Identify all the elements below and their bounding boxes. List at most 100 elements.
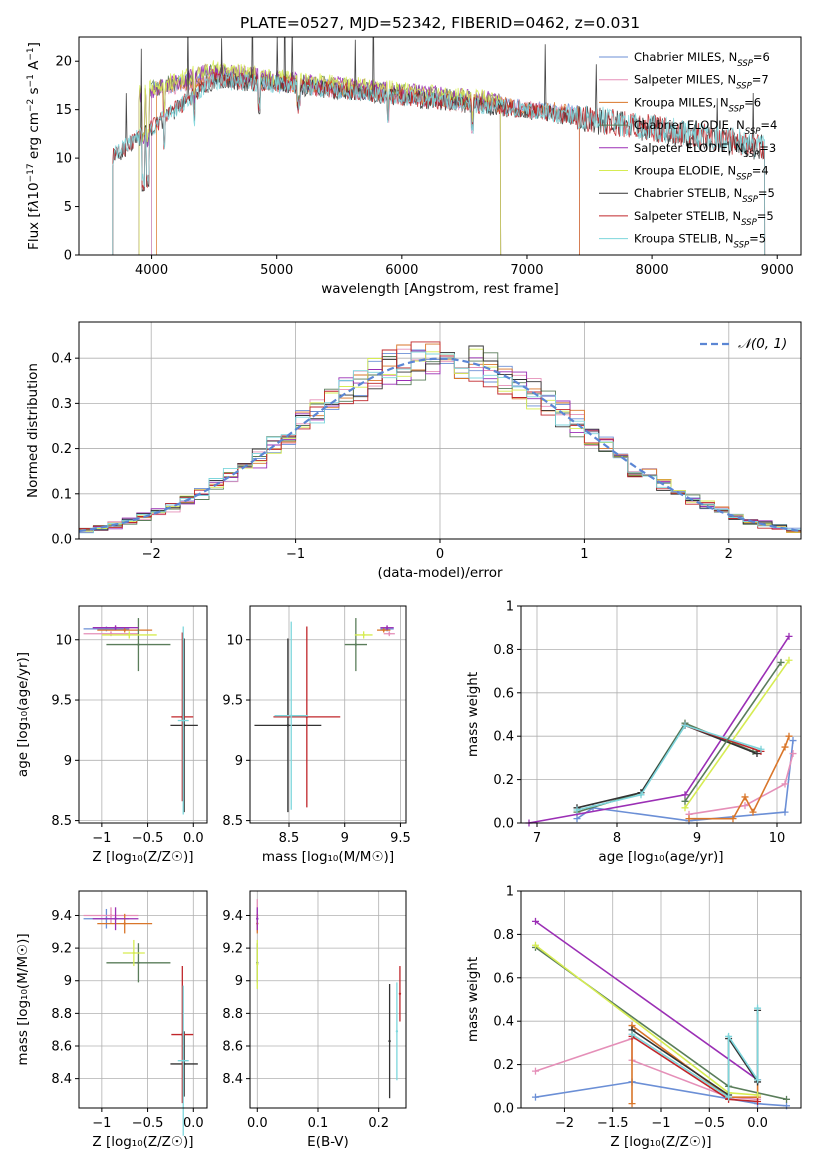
legend-label: Salpeter STELIB, NSSP=5 <box>634 209 774 228</box>
y-tick-label: 8.4 <box>222 1072 243 1087</box>
plus-marker <box>754 1004 762 1012</box>
x-tick-label: −1 <box>286 547 305 562</box>
y-tick-label: 8.6 <box>222 1040 243 1055</box>
plus-marker <box>628 1030 636 1038</box>
x-tick-label: −0.5 <box>132 1116 164 1131</box>
massweight_vs_Z-chart: −2 −1.5 −1 −0.5 0.0 0.0 0.2 0.4 0.6 0.8 1 Z [log₁₀(… <box>465 885 802 1150</box>
plus-marker <box>681 791 689 799</box>
data-point <box>137 643 140 646</box>
mass-weight-line <box>535 944 758 1096</box>
y-tick-label: 15 <box>55 103 72 118</box>
axes-frame <box>520 605 802 824</box>
mass-weight-line <box>576 724 762 811</box>
y-tick-label: 0.3 <box>51 397 72 412</box>
plus-marker <box>783 1095 791 1103</box>
y-tick-label: 0.1 <box>51 487 72 502</box>
residual-histogram <box>79 345 801 532</box>
y-tick-label: 9 <box>64 974 72 989</box>
y-tick-label: 20 <box>55 55 72 70</box>
x-tick-label: −1 <box>651 1116 670 1131</box>
data-point <box>382 628 385 632</box>
y-tick-label: 9 <box>64 754 72 769</box>
plus-marker <box>573 815 581 823</box>
y-tick-label: 8.6 <box>51 1040 72 1055</box>
y-tick-label: 8.8 <box>51 1007 72 1022</box>
x-tick-label: 0.0 <box>183 831 204 846</box>
y-tick-label: 0.6 <box>493 971 514 986</box>
x-tick-label: 8.5 <box>279 831 300 846</box>
plus-marker <box>637 791 645 799</box>
x-tick-label: −1 <box>92 1116 111 1131</box>
data-point <box>109 914 113 917</box>
y-tick-label: 0 <box>64 249 72 264</box>
y-tick-label: 9.4 <box>51 909 72 924</box>
plus-marker <box>753 750 761 758</box>
x-tick-label: 0.1 <box>308 1116 329 1131</box>
y-tick-label: 0.2 <box>51 442 72 457</box>
y-tick-label: 9.2 <box>51 942 72 957</box>
plus-marker <box>725 1093 733 1101</box>
axes-frame <box>78 890 208 1109</box>
x-tick-label: 5000 <box>260 263 293 278</box>
y-axis-label: mass weight <box>465 957 481 1042</box>
plus-marker <box>754 1076 762 1084</box>
plus-marker <box>785 632 793 640</box>
plus-marker <box>681 797 689 805</box>
spectrum-chart: 4000 5000 6000 7000 8000 9000 0 5 10 15 20 PLATE=05… <box>26 14 802 297</box>
x-tick-label: 10 <box>769 831 786 846</box>
x-tick-label: 9 <box>341 831 349 846</box>
y-tick-label: 9.2 <box>222 942 243 957</box>
residuals-chart: −2 −1 0 1 2 0.0 0.1 0.2 0.3 0.4 𝒩(0, 1) (data-model… <box>25 321 802 581</box>
y-tick-label: 0.2 <box>493 1058 514 1073</box>
x-tick-label: 0 <box>436 547 444 562</box>
plus-marker <box>685 815 693 823</box>
y-axis-label: Normed distribution <box>25 363 41 498</box>
axes-frame <box>249 890 407 1109</box>
x-axis-label: Z [log₁₀(Z/Z☉)] <box>92 849 193 865</box>
plus-marker <box>681 804 689 812</box>
plus-marker <box>749 808 757 816</box>
data-point <box>182 1059 185 1062</box>
plus-marker <box>681 721 689 729</box>
y-tick-label: 0.0 <box>51 533 72 548</box>
legend-label: Kroupa ELODIE, NSSP=4 <box>634 164 769 183</box>
mass-weight-line <box>684 659 790 809</box>
x-tick-label: −1.5 <box>597 1116 629 1131</box>
x-axis-label: age [log₁₀(age/yr)] <box>598 849 723 865</box>
y-axis-label: mass weight <box>465 672 481 757</box>
plus-marker <box>531 941 539 949</box>
normal-reference-curve <box>78 357 802 533</box>
x-tick-label: 7000 <box>510 263 543 278</box>
plus-marker <box>785 732 793 740</box>
plus-marker <box>781 780 789 788</box>
y-axis-label: age [log₁₀(age/yr)] <box>15 652 31 777</box>
x-axis-label: wavelength [Angstrom, rest frame] <box>321 281 559 297</box>
y-tick-label: 9 <box>235 754 243 769</box>
plus-marker <box>789 737 797 745</box>
x-axis-label: mass [log₁₀(M/M☉)] <box>262 849 394 865</box>
chart-title: PLATE=0527, MJD=52342, FIBERID=0462, z=0… <box>240 14 640 32</box>
mass-weight-line <box>576 724 758 809</box>
x-tick-label: 9000 <box>761 263 794 278</box>
x-axis-label: Z [log₁₀(Z/Z☉)] <box>610 1134 711 1150</box>
data-point <box>395 1030 399 1033</box>
age_vs_Z-chart: −1 −0.5 0.0 8.5 9 9.5 10 Z [log₁₀(Z/Z☉)] age [lo… <box>15 605 208 865</box>
y-tick-label: 9 <box>235 974 243 989</box>
x-tick-label: 8000 <box>636 263 669 278</box>
y-tick-label: 8.4 <box>51 1072 72 1087</box>
data-point <box>388 632 391 635</box>
data-point <box>388 1039 391 1043</box>
plus-marker <box>754 1091 762 1099</box>
data-point <box>114 626 117 629</box>
data-point <box>286 724 290 727</box>
data-point <box>128 633 131 637</box>
x-tick-label: 0.0 <box>247 1116 268 1131</box>
data-point <box>354 643 358 646</box>
mass-weight-line <box>688 753 794 816</box>
legend-label: Kroupa STELIB, NSSP=5 <box>634 232 766 251</box>
y-axis-label: mass [log₁₀(M/M☉)] <box>15 933 31 1065</box>
y-tick-label: 0.4 <box>493 1015 514 1030</box>
axes-frame <box>78 36 802 256</box>
legend-label: Kroupa MILES, NSSP=6 <box>634 95 761 114</box>
y-tick-label: 0.0 <box>493 1102 514 1117</box>
